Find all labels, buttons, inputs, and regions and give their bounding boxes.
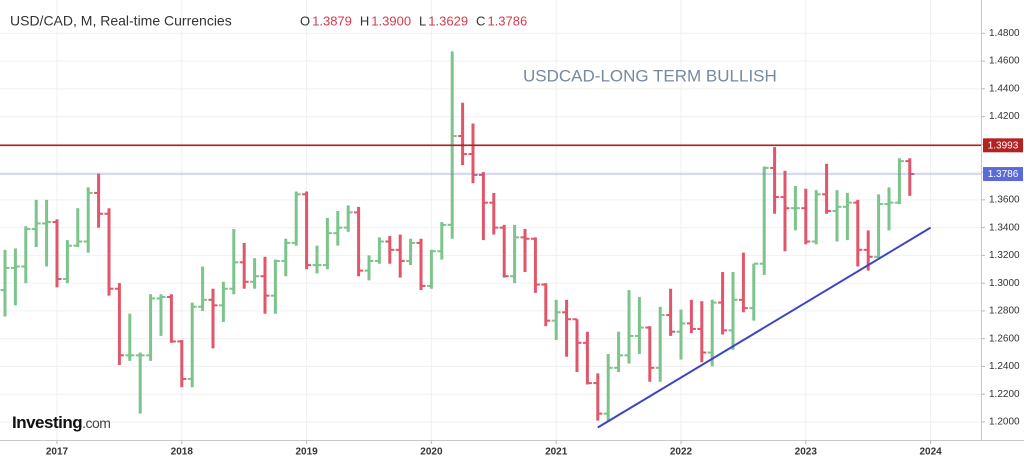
y-tick-label: 1.4600 [989, 56, 1020, 67]
y-tick-label: 1.2400 [989, 361, 1020, 372]
quote: O 1.3879 H 1.3900 L 1.3629 C 1.3786 [300, 13, 527, 28]
annotation: USDCAD-LONG TERM BULLISH [523, 66, 777, 85]
y-tick-label: 1.3000 [989, 278, 1020, 289]
quote-key: H [360, 13, 369, 28]
quote-value: 1.3900 [371, 13, 411, 28]
y-tick-label: 1.3600 [989, 195, 1020, 206]
y-tick-label: 1.2000 [989, 417, 1020, 428]
price-label-box [983, 138, 1023, 153]
quote-key: C [476, 13, 485, 28]
y-tick-label: 1.2200 [989, 389, 1020, 400]
quote-value: 1.3786 [487, 13, 527, 28]
x-tick-label: 2024 [919, 447, 942, 458]
quote-value: 1.3879 [312, 13, 352, 28]
x-tick-label: 2020 [420, 447, 443, 458]
x-tick-label: 2017 [46, 447, 69, 458]
price-label-box [983, 167, 1023, 182]
y-tick-label: 1.4200 [989, 111, 1020, 122]
logo: Investing.com [12, 413, 110, 432]
y-tick-label: 1.3400 [989, 222, 1020, 233]
x-tick-label: 2019 [295, 447, 318, 458]
y-tick-label: 1.2800 [989, 306, 1020, 317]
trendline [597, 226, 932, 429]
y-tick-label: 1.4800 [989, 28, 1020, 39]
quote-value: 1.3629 [428, 13, 468, 28]
y-tick-label: 1.4400 [989, 83, 1020, 94]
quote-key: L [419, 13, 426, 28]
overlay: 1.3993 1.3786 [0, 138, 1023, 429]
x-tick-label: 2018 [171, 447, 194, 458]
y-tick-label: 1.3200 [989, 250, 1020, 261]
price-label: 1.3786 [988, 169, 1019, 180]
price-label: 1.3993 [988, 140, 1019, 151]
x-tick-label: 2023 [795, 447, 818, 458]
x-tick-label: 2021 [545, 447, 568, 458]
logo-suffix: .com [82, 415, 110, 431]
y-tick-label: 1.2600 [989, 333, 1020, 344]
logo-main: Investing [12, 413, 82, 432]
quote-key: O [300, 13, 310, 28]
marks [0, 51, 915, 422]
chart-title: USD/CAD, M, Real-time Currencies [10, 13, 232, 29]
x-tick-label: 2022 [670, 447, 693, 458]
